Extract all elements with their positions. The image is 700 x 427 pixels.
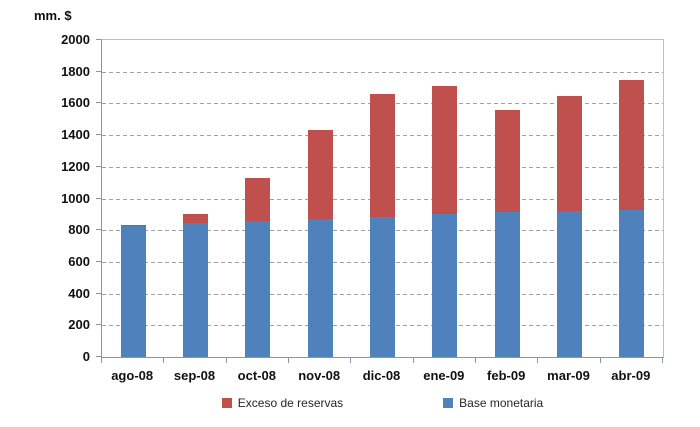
bar-exceso-de-reservas-ago-08: [120, 224, 146, 227]
bar-base-monetaria-dic-08: [370, 216, 395, 357]
y-axis-tick-label: 1400: [61, 127, 90, 143]
x-axis-tick-mark: [350, 358, 352, 363]
x-axis-label-abr-09: abr-09: [611, 368, 651, 383]
bar-base-monetaria-sep-08: [183, 223, 208, 357]
y-axis-tick-mark: [96, 324, 101, 326]
x-axis-label-ene-09: ene-09: [423, 368, 465, 383]
bar-base-monetaria-nov-08: [307, 219, 333, 357]
plot-area: [101, 39, 664, 358]
bar-base-monetaria-ene-09: [432, 213, 458, 357]
x-axis-tick-mark: [475, 358, 476, 363]
bar-exceso-de-reservas-abr-09: [619, 79, 645, 211]
x-axis-label-feb-09: feb-09: [487, 368, 526, 383]
y-axis-tick-mark: [96, 292, 101, 294]
legend-label: Base monetaria: [459, 396, 544, 410]
bar-exceso-de-reservas-dic-08: [370, 93, 395, 217]
legend-color-swatch: [443, 398, 454, 408]
bar-exceso-de-reservas-mar-09: [557, 96, 582, 212]
x-axis-tick-mark: [101, 358, 102, 363]
y-axis-tick-mark: [96, 134, 101, 136]
bar-base-monetaria-ago-08: [120, 226, 146, 357]
y-axis-tick-label: 2000: [61, 32, 90, 47]
y-axis-tick-label: 1200: [61, 158, 90, 174]
legend-label: Exceso de reservas: [237, 396, 344, 410]
legend-item-exceso-de-reservas: Exceso de reservas: [221, 396, 344, 410]
gridline-1800: [102, 71, 663, 73]
x-axis-label-sep-08: sep-08: [173, 368, 216, 383]
x-axis-tick-mark: [537, 358, 539, 363]
y-axis-tick-label: 600: [68, 253, 90, 269]
y-axis-tick-label: 1000: [61, 190, 90, 206]
bar-base-monetaria-mar-09: [557, 211, 582, 357]
y-axis-tick-mark: [96, 260, 101, 262]
x-axis-tick-mark: [599, 358, 601, 363]
y-axis-tick-label: 200: [68, 317, 90, 333]
y-axis-tick-mark: [96, 356, 101, 357]
y-axis-unit-label: mm. $: [34, 8, 72, 23]
x-axis-label-nov-08: nov-08: [298, 368, 341, 383]
legend-item-base-monetaria: Base monetaria: [443, 396, 543, 410]
bar-base-monetaria-feb-09: [494, 211, 520, 357]
x-axis-tick-mark: [163, 358, 165, 363]
x-axis-label-dic-08: dic-08: [362, 368, 401, 383]
bar-exceso-de-reservas-ene-09: [432, 85, 458, 214]
y-axis-tick-mark: [96, 39, 101, 40]
bar-exceso-de-reservas-oct-08: [245, 177, 271, 222]
bar-base-monetaria-oct-08: [245, 221, 271, 357]
y-axis-tick-label: 400: [68, 285, 90, 301]
x-axis-label-oct-08: oct-08: [237, 368, 276, 383]
y-axis-tick-label: 800: [68, 222, 90, 238]
y-axis-tick-mark: [96, 229, 101, 231]
x-axis-tick-mark: [225, 358, 227, 363]
y-axis-tick-label: 0: [82, 349, 90, 364]
x-axis-label-mar-09: mar-09: [547, 368, 590, 383]
y-axis-tick-mark: [96, 165, 101, 167]
chart-legend: Exceso de reservas Base monetaria: [101, 396, 664, 410]
y-axis-tick-mark: [96, 70, 101, 72]
y-axis-tick-mark: [96, 102, 101, 104]
bar-exceso-de-reservas-nov-08: [307, 130, 333, 220]
x-axis-tick-mark: [412, 358, 414, 363]
y-axis-tick-label: 1800: [61, 63, 90, 79]
bar-base-monetaria-abr-09: [619, 210, 645, 357]
bar-exceso-de-reservas-feb-09: [494, 109, 520, 212]
legend-color-swatch: [221, 398, 232, 408]
y-axis-tick-mark: [96, 197, 101, 199]
bar-exceso-de-reservas-sep-08: [183, 214, 208, 224]
y-axis-tick-label: 1600: [61, 95, 90, 111]
x-axis-tick-mark: [662, 358, 663, 363]
x-axis-label-ago-08: ago-08: [111, 368, 154, 383]
x-axis-tick-mark: [288, 358, 289, 363]
